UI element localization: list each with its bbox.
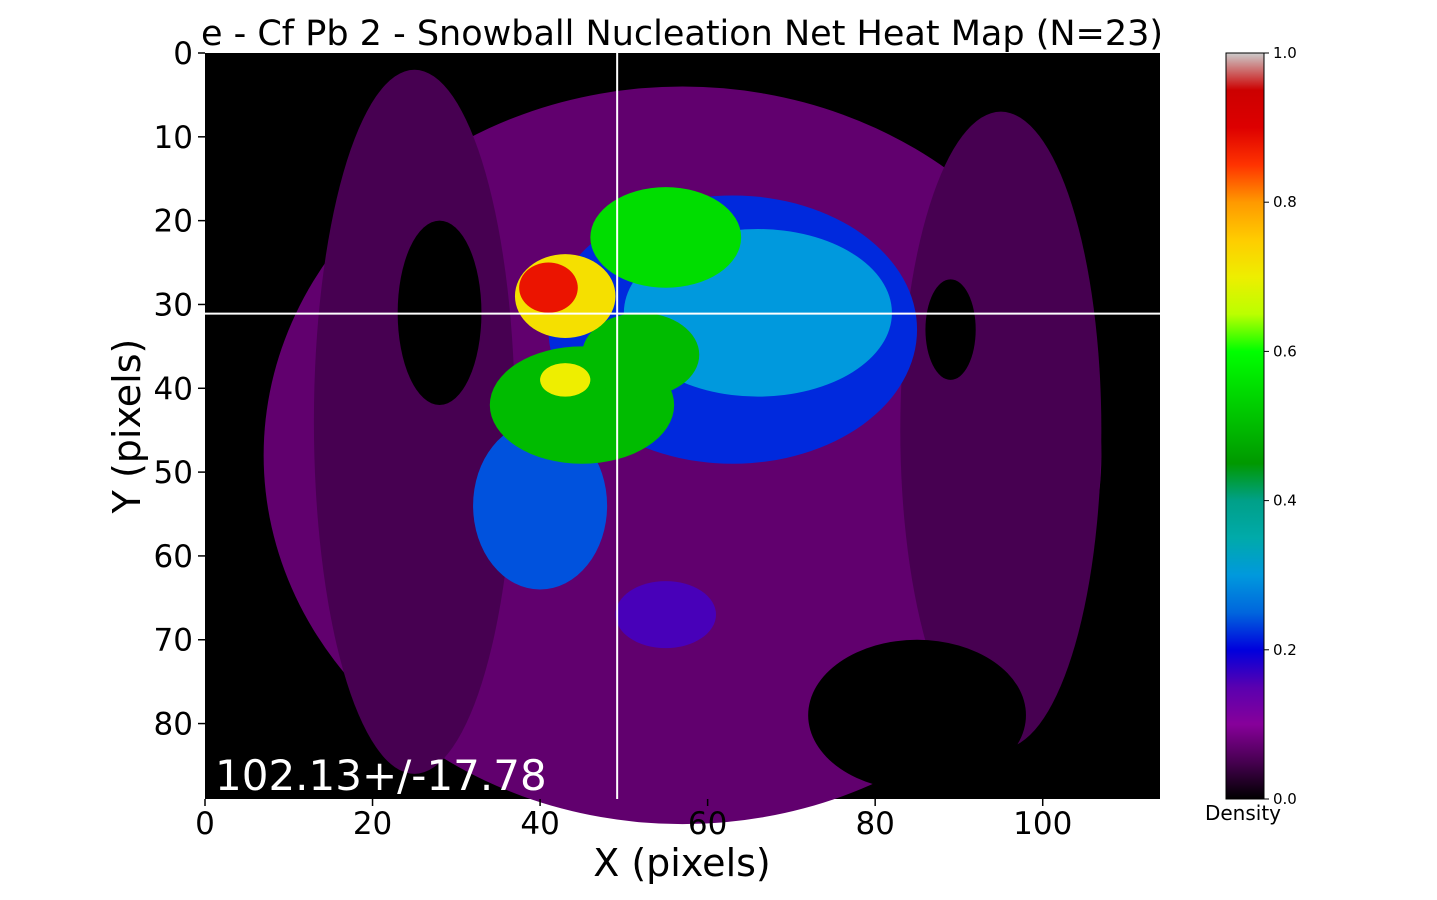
colorbar-tick-label: 0.2 xyxy=(1273,641,1297,659)
x-tick-label: 60 xyxy=(688,806,727,842)
x-tick-label: 20 xyxy=(353,806,392,842)
colorbar-ticks: 0.0 0.2 0.4 0.6 0.8 1.0 xyxy=(1264,44,1297,808)
x-tick-label: 100 xyxy=(1013,806,1072,842)
heat-region-7 xyxy=(473,421,608,590)
heat-region-13 xyxy=(540,363,591,397)
x-axis: 0 20 40 60 80 100 xyxy=(195,799,1072,842)
colorbar-label: Density xyxy=(1205,801,1281,825)
colorbar-tick-label: 1.0 xyxy=(1273,44,1297,62)
colorbar-tick-label: 0.8 xyxy=(1273,193,1297,211)
heat-region-4 xyxy=(925,279,976,380)
chart-title: e - Cf Pb 2 - Snowball Nucleation Net He… xyxy=(201,14,1163,54)
heat-region-8 xyxy=(615,581,717,649)
colorbar-tick-label: 0.4 xyxy=(1273,492,1297,510)
y-tick-label: 70 xyxy=(154,623,193,659)
plot-area: 102.13+/-17.78 xyxy=(205,53,1160,825)
y-tick-label: 80 xyxy=(154,707,193,743)
y-tick-label: 60 xyxy=(154,539,193,575)
heat-region-1 xyxy=(313,69,515,774)
heat-region-2 xyxy=(900,111,1102,749)
colorbar: 0.0 0.2 0.4 0.6 0.8 1.0 Density xyxy=(1205,44,1297,825)
y-tick-label: 40 xyxy=(154,371,193,407)
colorbar-tick-label: 0.0 xyxy=(1273,790,1297,808)
y-tick-label: 20 xyxy=(154,204,193,240)
heat-region-11 xyxy=(590,187,742,288)
y-tick-label: 30 xyxy=(154,287,193,323)
heat-region-15 xyxy=(519,262,578,313)
y-tick-label: 50 xyxy=(154,455,193,491)
x-tick-label: 0 xyxy=(195,806,215,842)
x-tick-label: 80 xyxy=(855,806,894,842)
y-axis-label: Y (pixels) xyxy=(105,339,149,515)
heat-cells xyxy=(263,69,1102,825)
colorbar-tick-label: 0.6 xyxy=(1273,342,1297,360)
colorbar-gradient xyxy=(1225,52,1265,800)
x-axis-label: X (pixels) xyxy=(593,841,771,885)
heat-region-12 xyxy=(581,312,700,397)
x-tick-label: 40 xyxy=(520,806,559,842)
y-axis: 0 10 20 30 40 50 60 70 80 xyxy=(154,36,205,743)
stat-annotation: 102.13+/-17.78 xyxy=(215,751,547,800)
heat-region-5 xyxy=(808,639,1026,791)
y-tick-label: 10 xyxy=(154,120,193,156)
y-tick-label: 0 xyxy=(173,36,193,72)
